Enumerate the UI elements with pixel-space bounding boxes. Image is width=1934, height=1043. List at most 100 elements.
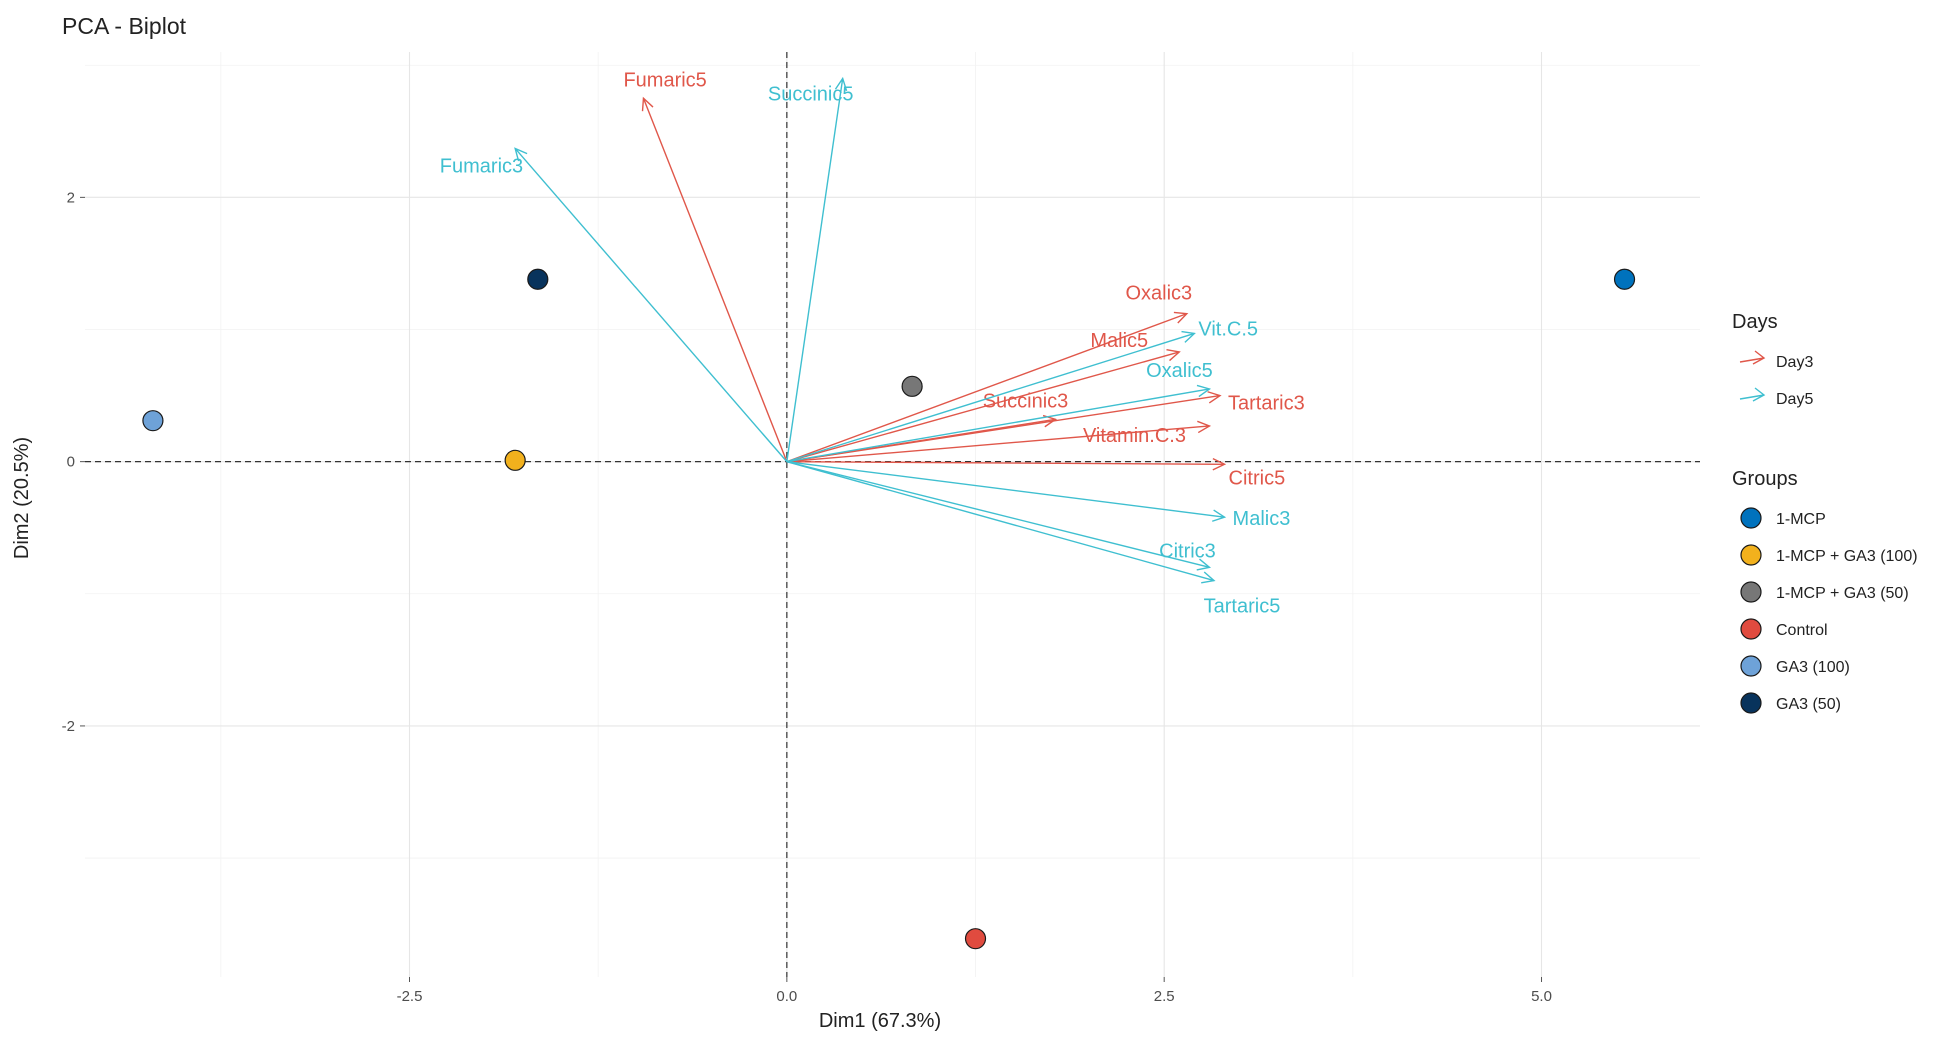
legend-point-icon xyxy=(1740,655,1762,677)
legend-point-icon xyxy=(1740,507,1762,529)
y-tick-label: 0 xyxy=(67,454,75,471)
legend-groups-item: 1-MCP + GA3 (100) xyxy=(1740,544,1918,566)
vector-arrow-line xyxy=(786,78,844,462)
legend-days-label: Day5 xyxy=(1776,391,1813,408)
legend-groups-label: GA3 (100) xyxy=(1776,659,1850,676)
vector-label: Malic5 xyxy=(1090,330,1148,352)
x-tick-label: 0.0 xyxy=(776,988,797,1005)
legend-groups-item: Control xyxy=(1740,618,1828,640)
vector-oxalic3: Oxalic3 xyxy=(786,283,1192,463)
vector-label: Succinic3 xyxy=(983,390,1069,412)
legend-days: Days Day3 Day5 xyxy=(1732,311,1813,408)
legend-point-icon xyxy=(1740,581,1762,603)
x-tick-label: -2.5 xyxy=(397,988,423,1005)
vector-arrow-line xyxy=(786,425,1210,463)
vector-succinic3: Succinic3 xyxy=(786,390,1069,463)
vector-arrow-line xyxy=(786,388,1210,463)
grid-layer xyxy=(85,52,1700,977)
vector-arrow-line xyxy=(514,148,788,463)
vector-arrowhead xyxy=(1201,571,1216,584)
vector-citric5: Citric5 xyxy=(786,457,1286,489)
reference-lines xyxy=(85,52,1700,977)
vector-arrow-line xyxy=(642,97,788,462)
vector-arrowhead xyxy=(1196,558,1212,571)
vector-citric3: Citric3 xyxy=(786,460,1216,571)
legend-arrowhead-icon xyxy=(1752,387,1766,402)
legend-point-icon xyxy=(1740,692,1762,714)
point-ga3-100 xyxy=(142,410,164,432)
legend-arrowhead-icon xyxy=(1752,350,1766,365)
legend-groups-label: 1-MCP xyxy=(1776,511,1826,528)
legend-groups-title: Groups xyxy=(1732,468,1798,490)
vector-arrowhead xyxy=(1181,330,1196,343)
legend-days-item: Day5 xyxy=(1739,387,1813,408)
vector-label: Malic3 xyxy=(1233,508,1291,530)
legend-arrow-icon xyxy=(1739,394,1765,400)
vector-vitamin-c-3: Vitamin.C.3 xyxy=(786,420,1212,463)
legend-groups-item: 1-MCP + GA3 (50) xyxy=(1740,581,1909,603)
legend-groups-item: GA3 (50) xyxy=(1740,692,1841,714)
point-ga3-50 xyxy=(527,268,549,290)
vector-arrowhead xyxy=(1212,457,1227,471)
legend-groups-label: Control xyxy=(1776,622,1828,639)
y-axis-title: Dim2 (20.5%) xyxy=(11,437,33,559)
vector-arrowhead xyxy=(834,76,848,92)
vector-fumaric3: Fumaric3 xyxy=(440,147,788,463)
point-control xyxy=(964,928,987,950)
vector-arrowhead xyxy=(1166,348,1181,362)
vector-label: Tartaric3 xyxy=(1228,393,1305,415)
legend-groups-item: GA3 (100) xyxy=(1740,655,1850,677)
vector-arrowhead xyxy=(514,147,528,162)
vector-label: Citric5 xyxy=(1229,467,1286,489)
vector-arrowhead xyxy=(1197,420,1212,434)
vector-label: Vit.C.5 xyxy=(1198,318,1258,340)
vector-fumaric5: Fumaric5 xyxy=(623,69,788,462)
vector-succinic5: Succinic5 xyxy=(768,76,854,462)
legend-days-title: Days xyxy=(1732,311,1778,333)
vector-arrow-line xyxy=(786,460,1215,582)
x-tick-label: 5.0 xyxy=(1531,988,1552,1005)
vector-label: Oxalic5 xyxy=(1146,360,1213,382)
vector-malic3: Malic3 xyxy=(786,460,1291,530)
vector-arrow-line xyxy=(786,351,1180,463)
point-1-mcp-ga3-100 xyxy=(504,449,526,471)
vector-tartaric5: Tartaric5 xyxy=(786,460,1281,618)
vector-malic5: Malic5 xyxy=(786,330,1181,463)
legend-groups-label: 1-MCP + GA3 (50) xyxy=(1776,585,1909,602)
vector-arrow-line xyxy=(786,460,1225,518)
vector-arrow-line xyxy=(786,394,1221,463)
vector-arrowhead xyxy=(1173,311,1189,324)
chart-title: PCA - Biplot xyxy=(62,13,187,39)
point-1-mcp xyxy=(1613,268,1636,290)
vector-arrow-line xyxy=(786,312,1188,463)
variable-vectors: Fumaric5 Oxalic3 Malic5 Succinic3 Tartaric3 V… xyxy=(440,69,1305,617)
vector-arrow-line xyxy=(786,332,1195,463)
vector-label: Oxalic3 xyxy=(1125,283,1192,305)
legend-days-label: Day3 xyxy=(1776,354,1813,371)
vector-arrowhead xyxy=(1212,509,1227,522)
vector-label: Vitamin.C.3 xyxy=(1083,425,1186,447)
vector-label: Citric3 xyxy=(1159,540,1216,562)
vector-arrow-line xyxy=(786,460,1210,569)
x-tick-label: 2.5 xyxy=(1154,988,1175,1005)
legend-point-icon xyxy=(1740,544,1762,566)
vector-label: Tartaric5 xyxy=(1204,596,1281,618)
legend-point-icon xyxy=(1740,618,1762,640)
vector-arrowhead xyxy=(1196,384,1212,398)
vector-label: Fumaric5 xyxy=(623,69,706,91)
vector-vit-c-5: Vit.C.5 xyxy=(786,318,1258,463)
vector-label: Succinic5 xyxy=(768,83,854,105)
vector-arrowhead xyxy=(641,96,654,112)
legend-arrow-icon xyxy=(1739,357,1765,363)
legend-groups: Groups 1-MCP 1-MCP + GA3 (100) 1-MCP + GA3… xyxy=(1732,468,1918,714)
y-tick-label: 2 xyxy=(67,189,75,206)
legend-days-item: Day3 xyxy=(1739,350,1813,371)
vector-label: Fumaric3 xyxy=(440,155,523,177)
x-axis-title: Dim1 (67.3%) xyxy=(819,1010,941,1032)
legend-groups-label: GA3 (50) xyxy=(1776,696,1841,713)
vector-oxalic5: Oxalic5 xyxy=(786,360,1213,463)
legend-groups-item: 1-MCP xyxy=(1740,507,1826,529)
vector-arrow-line xyxy=(786,460,1225,465)
vector-arrowhead xyxy=(1207,391,1222,404)
